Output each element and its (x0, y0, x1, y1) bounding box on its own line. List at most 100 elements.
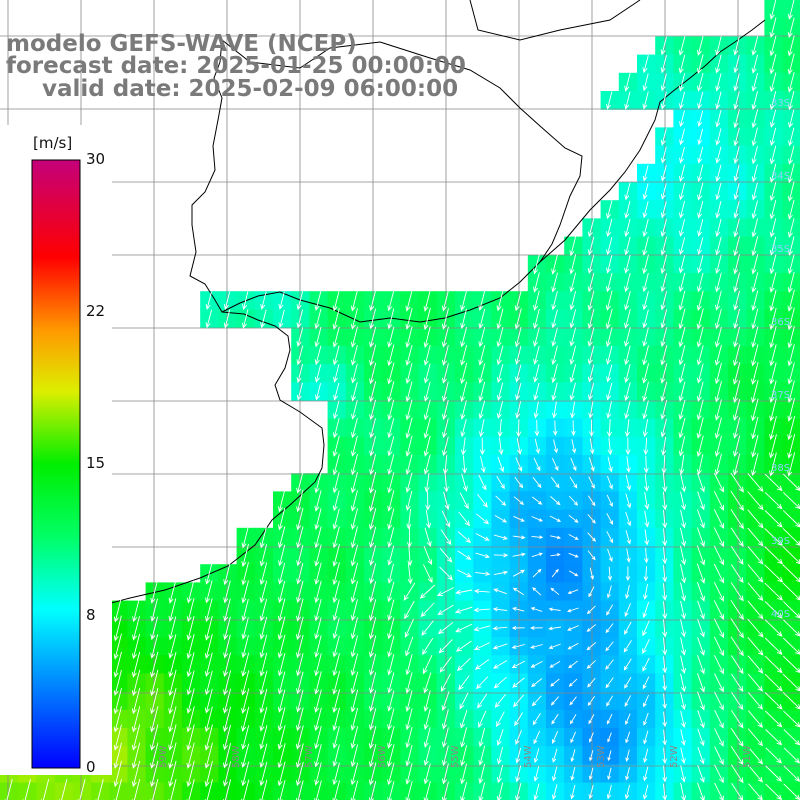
wind-arrow (769, 398, 777, 422)
colorbar-unit: [m/s] (33, 134, 72, 152)
wind-arrow (150, 669, 159, 697)
wind-arrow (568, 570, 579, 577)
wind-arrow (769, 325, 777, 349)
wind-arrow (460, 781, 468, 800)
wind-arrow (588, 586, 595, 598)
wind-arrow (660, 381, 668, 402)
wind-arrow (461, 473, 468, 492)
wind-arrow (660, 254, 668, 275)
wind-arrow (764, 564, 784, 583)
wind-arrow (260, 291, 267, 310)
wind-arrow (113, 687, 122, 715)
wind-arrow (642, 291, 649, 311)
wind-arrow (296, 562, 304, 585)
wind-arrow (496, 308, 504, 330)
wind-arrow (697, 764, 705, 783)
wind-arrow (733, 272, 740, 293)
wind-arrow (457, 550, 472, 560)
wind-arrow (460, 362, 468, 385)
wind-arrow (696, 381, 704, 402)
wind-arrow (530, 661, 543, 668)
wind-arrow (95, 778, 104, 800)
wind-arrow (642, 363, 650, 384)
wind-arrow (696, 454, 704, 475)
wind-arrow (387, 726, 395, 749)
wind-arrow (747, 509, 764, 529)
wind-arrow (733, 36, 740, 56)
wind-arrow (606, 531, 614, 544)
wind-arrow (587, 550, 596, 561)
wind-arrow (296, 382, 303, 401)
wind-arrow (764, 510, 783, 528)
wind-arrow (787, 380, 795, 404)
wind-arrow (387, 308, 395, 330)
wind-arrow (458, 511, 471, 527)
wind-arrow (678, 54, 686, 74)
wind-arrow (436, 587, 455, 596)
wind-arrow (350, 526, 358, 549)
wind-arrow (295, 761, 304, 787)
wind-arrow (747, 710, 763, 728)
wind-arrow (424, 527, 432, 547)
wind-arrow (295, 616, 304, 641)
wind-arrow (332, 544, 340, 567)
wind-arrow (350, 707, 359, 731)
wind-arrow (277, 743, 286, 769)
wind-arrow (606, 494, 613, 508)
wind-arrow (515, 747, 522, 764)
wind-arrow (606, 382, 613, 401)
wind-arrow (642, 183, 649, 200)
wind-arrow (369, 381, 377, 403)
wind-arrow (223, 670, 232, 696)
wind-arrow (731, 691, 744, 711)
wind-arrow (475, 552, 490, 559)
wind-arrow (205, 291, 212, 311)
wind-arrow (516, 437, 522, 455)
wind-arrow (168, 724, 177, 751)
wind-arrow (497, 419, 503, 438)
wind-arrow (423, 363, 431, 384)
wind-arrow (277, 761, 286, 787)
colorbar-tick-8: 8 (86, 606, 96, 624)
wind-arrow (662, 765, 668, 783)
field-cell (728, 782, 747, 800)
wind-arrow (296, 580, 304, 604)
wind-arrow (551, 272, 558, 293)
wind-arrow (407, 563, 413, 585)
wind-arrow (222, 742, 232, 769)
wind-arrow (425, 491, 431, 511)
wind-arrow (660, 345, 668, 366)
wind-arrow (533, 382, 540, 401)
wind-arrow (476, 513, 490, 525)
wind-arrow (423, 727, 431, 748)
wind-arrow (369, 526, 377, 548)
wind-arrow (733, 127, 740, 147)
wind-arrow (751, 290, 759, 312)
wind-arrow (606, 604, 614, 616)
wind-arrow (150, 687, 159, 715)
wind-arrow (733, 146, 740, 165)
wind-arrow (59, 778, 68, 800)
latitude-label: 37S (771, 390, 790, 401)
wind-arrow (751, 200, 758, 220)
wind-arrow (350, 344, 358, 366)
wind-arrow (606, 419, 613, 438)
map-title: modelo GEFS-WAVE (NCEP) forecast date: 2… (6, 31, 466, 102)
wind-arrow (514, 308, 522, 330)
wind-arrow (751, 398, 759, 422)
wind-arrow (764, 710, 783, 728)
wind-arrow (662, 619, 668, 638)
wind-arrow (678, 436, 686, 457)
wind-arrow (587, 495, 596, 507)
wind-arrow (387, 581, 395, 603)
wind-arrow (624, 327, 631, 347)
wind-arrow (296, 689, 304, 713)
wind-arrow (512, 552, 526, 557)
wind-arrow (423, 307, 431, 331)
wind-arrow (696, 308, 704, 330)
wind-arrow (625, 584, 630, 600)
wind-arrow (714, 728, 724, 747)
wind-arrow (605, 623, 614, 634)
wind-arrow (497, 456, 505, 473)
wind-arrow (642, 784, 649, 800)
